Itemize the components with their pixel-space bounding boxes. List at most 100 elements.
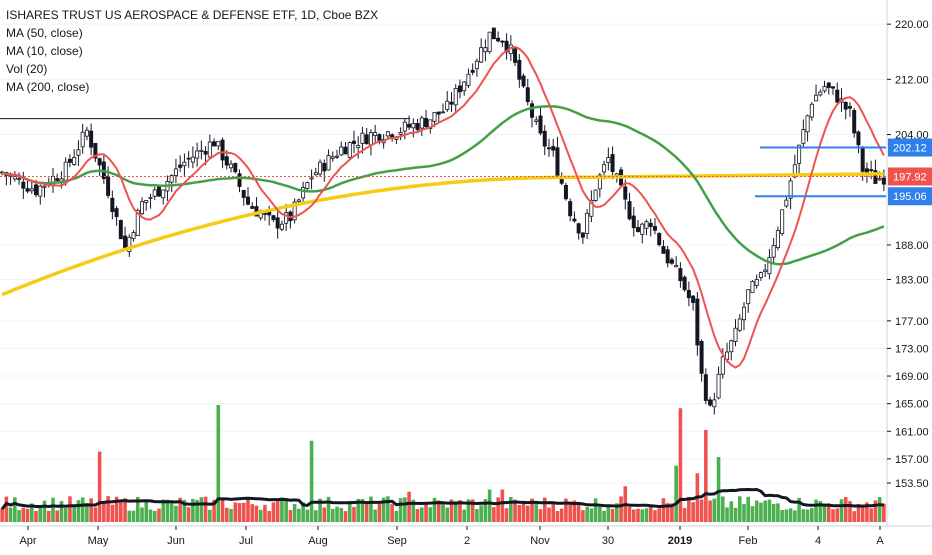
candle-body <box>801 129 806 144</box>
candle-body <box>627 201 632 220</box>
candle-body <box>173 168 178 176</box>
volume-bar <box>661 498 666 522</box>
volume-bar <box>428 507 433 522</box>
volume-bar <box>665 503 670 522</box>
candle-body <box>339 146 344 156</box>
volume-bar <box>670 503 674 522</box>
volume-bar <box>725 507 729 522</box>
volume-bar <box>68 496 72 522</box>
candle-body <box>182 161 187 167</box>
volume-bar <box>610 508 615 522</box>
candle-body <box>385 131 390 137</box>
candle-body <box>788 180 793 199</box>
volume-bar <box>292 504 297 522</box>
candle-body <box>292 201 297 221</box>
volume-bar <box>814 499 818 522</box>
candle-body <box>479 47 484 63</box>
price-tag-label: 195.06 <box>893 191 927 203</box>
candle-body <box>551 146 556 151</box>
candle-body <box>589 199 594 217</box>
volume-bar <box>305 509 310 522</box>
volume-bar <box>746 496 751 522</box>
volume-bar <box>199 497 204 522</box>
x-tick-label: A <box>876 535 884 547</box>
volume-bar <box>13 497 17 522</box>
volume-bar <box>267 510 271 522</box>
candle-body <box>326 155 331 171</box>
y-tick-label: 153.50 <box>895 478 929 490</box>
candle-body <box>678 268 683 282</box>
volume-bar <box>411 499 416 522</box>
candle-body <box>546 147 551 150</box>
candle-body <box>216 140 221 147</box>
volume-bar <box>653 510 657 522</box>
volume-bar <box>407 491 411 522</box>
volume-ma-line <box>0 487 885 510</box>
volume-bar <box>123 498 127 522</box>
volume-bar <box>445 507 450 522</box>
candle-body <box>733 327 738 342</box>
volume-bar <box>534 503 539 522</box>
candle-body <box>610 154 615 172</box>
volume-bar <box>538 509 543 522</box>
price-tag <box>888 187 932 206</box>
candle-body <box>708 399 713 406</box>
candle-body <box>585 212 590 234</box>
candle-body <box>686 290 691 299</box>
volume-bar <box>4 496 9 522</box>
volume-bar <box>314 510 318 522</box>
volume-bar <box>195 499 199 522</box>
volume-bar <box>674 465 678 522</box>
candle-body <box>606 157 611 163</box>
candle-body <box>729 340 734 353</box>
candle-body <box>754 279 759 286</box>
candle-body <box>432 111 437 122</box>
candle-body <box>343 146 348 155</box>
volume-bar <box>771 503 776 522</box>
x-tick-label: May <box>88 535 109 547</box>
volume-bar <box>784 509 789 522</box>
volume-bar <box>776 503 780 522</box>
volume-bar <box>17 510 21 522</box>
volume-bar <box>102 502 106 522</box>
candle-body <box>224 156 229 166</box>
candle-body <box>780 209 785 234</box>
volume-bar <box>297 508 301 522</box>
x-tick-label: Jun <box>167 535 185 547</box>
legend-ma10: MA (10, close) <box>6 44 83 58</box>
volume-bar <box>704 429 708 522</box>
volume-bar <box>403 497 407 522</box>
volume-bar <box>8 507 13 522</box>
candle-body <box>169 175 174 183</box>
volume-bar <box>733 507 738 522</box>
volume-bar <box>818 501 823 522</box>
volume-bar <box>644 508 649 522</box>
volume-bar <box>822 503 827 522</box>
volume-bar <box>258 509 263 522</box>
volume-bar <box>135 496 140 522</box>
volume-bar <box>424 503 428 522</box>
volume-bar <box>174 505 178 522</box>
candle-body <box>750 281 755 293</box>
candle-body <box>156 186 161 197</box>
candle-body <box>21 181 26 189</box>
volume-bar <box>114 496 119 522</box>
volume-bar <box>763 500 767 522</box>
candle-body <box>593 189 598 201</box>
volume-bar <box>636 508 640 522</box>
candle-body <box>640 223 645 235</box>
volume-bar <box>203 496 208 522</box>
volume-bar <box>216 405 221 522</box>
volume-bar <box>25 508 30 522</box>
candle-body <box>110 197 115 213</box>
candle-body <box>763 269 768 273</box>
candle-body <box>89 130 94 148</box>
volume-bar <box>246 497 250 522</box>
volume-bar <box>63 508 68 522</box>
candle-body <box>262 213 267 215</box>
candle-body <box>491 27 496 40</box>
volume-bar <box>513 499 517 522</box>
